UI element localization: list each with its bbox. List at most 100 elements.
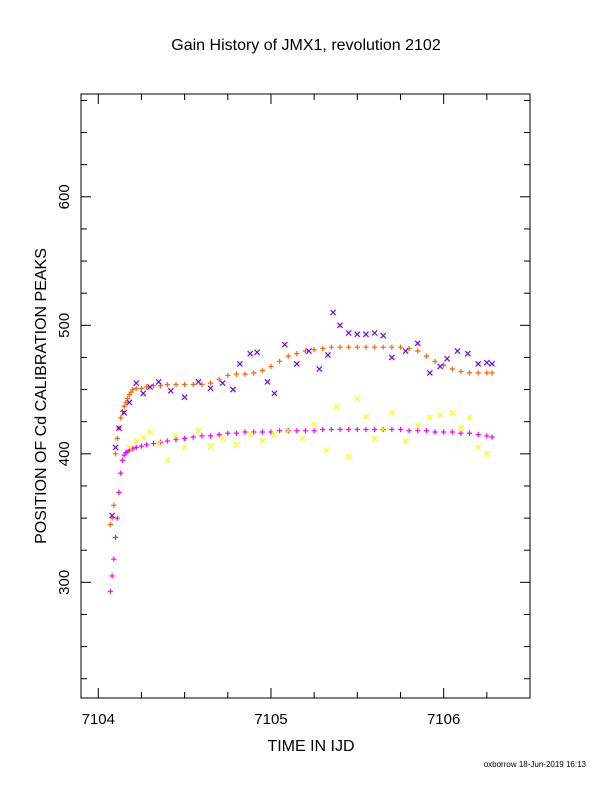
data-point [466,370,473,376]
data-point [449,429,455,435]
data-point [311,347,317,353]
data-point [371,344,378,350]
data-point [337,344,343,350]
data-point [164,457,171,464]
data-point [323,446,330,453]
data-point [437,412,444,419]
data-point [415,348,421,354]
data-point [371,426,378,433]
data-point [126,444,133,451]
data-point [483,359,490,366]
data-point [320,426,326,433]
data-point [475,370,481,376]
data-point [207,433,214,439]
data-point [449,366,455,372]
data-point [233,371,240,377]
data-point [251,370,257,376]
data-point [107,588,113,594]
x-tick-label: 7104 [82,711,115,728]
data-point [133,437,140,445]
data-point [354,395,361,402]
data-point [138,443,145,449]
y-tick-label: 400 [56,441,73,466]
data-point [311,428,317,434]
data-point [380,344,386,350]
data-point [388,354,395,361]
data-point [345,330,352,337]
data-point [126,399,133,406]
data-point [195,427,202,434]
data-point [328,426,335,433]
data-point [437,363,444,370]
data-point [302,428,309,434]
data-point [276,428,283,434]
data-point [423,428,429,434]
data-point [121,403,127,409]
data-point [229,386,236,393]
data-point [362,331,369,338]
data-point [415,428,421,434]
data-point [144,442,150,448]
data-point [112,451,119,457]
x-tick-label: 7105 [254,711,287,728]
data-point [264,378,271,385]
data-point [247,431,254,438]
x-tick-label: 7106 [427,711,460,728]
data-point [114,435,120,442]
data-point [402,347,409,355]
data-point [389,426,395,433]
data-point [406,345,412,352]
data-point [109,512,116,519]
data-point [457,425,464,432]
data-point [406,428,412,434]
y-axis-label: POSITION OF Cd CALIBRATION PEAKS [33,248,50,544]
data-point [354,344,360,350]
credit-line: oxborrow 18-Jun-2019 16:13 [483,760,586,769]
series-3 [109,309,496,519]
data-point [454,347,461,355]
data-point [293,360,300,367]
data-point [466,414,473,421]
data-point [147,428,154,436]
series-1 [107,344,495,528]
data-point [311,421,318,428]
data-point [247,350,254,357]
data-point [130,386,136,393]
data-point [484,370,490,376]
data-point [458,368,464,375]
data-point [259,429,265,435]
data-point [281,341,288,348]
data-point [112,534,119,540]
data-point [299,435,306,442]
plot-frame [80,93,531,699]
data-point [164,381,170,388]
data-point [380,426,387,433]
data-point [133,444,139,451]
data-point [133,380,140,387]
data-point [173,381,179,388]
data-point [475,444,482,451]
data-point [216,376,222,382]
data-point [190,434,196,440]
data-point [354,331,361,338]
data-point [119,457,126,463]
data-point [172,432,180,439]
data-point [444,355,451,362]
data-point [464,350,471,357]
data-point [305,347,312,355]
data-point [111,556,117,562]
data-point [397,344,404,350]
data-point [181,444,188,451]
data-point [337,322,344,329]
data-point [458,430,464,436]
data-point [466,430,473,436]
data-point [432,429,438,435]
data-point [190,381,196,388]
data-point [489,370,495,376]
axis-ticks [81,94,531,698]
data-point [225,430,231,436]
data-point [333,403,340,410]
data-point [107,521,113,528]
data-point [216,431,222,438]
